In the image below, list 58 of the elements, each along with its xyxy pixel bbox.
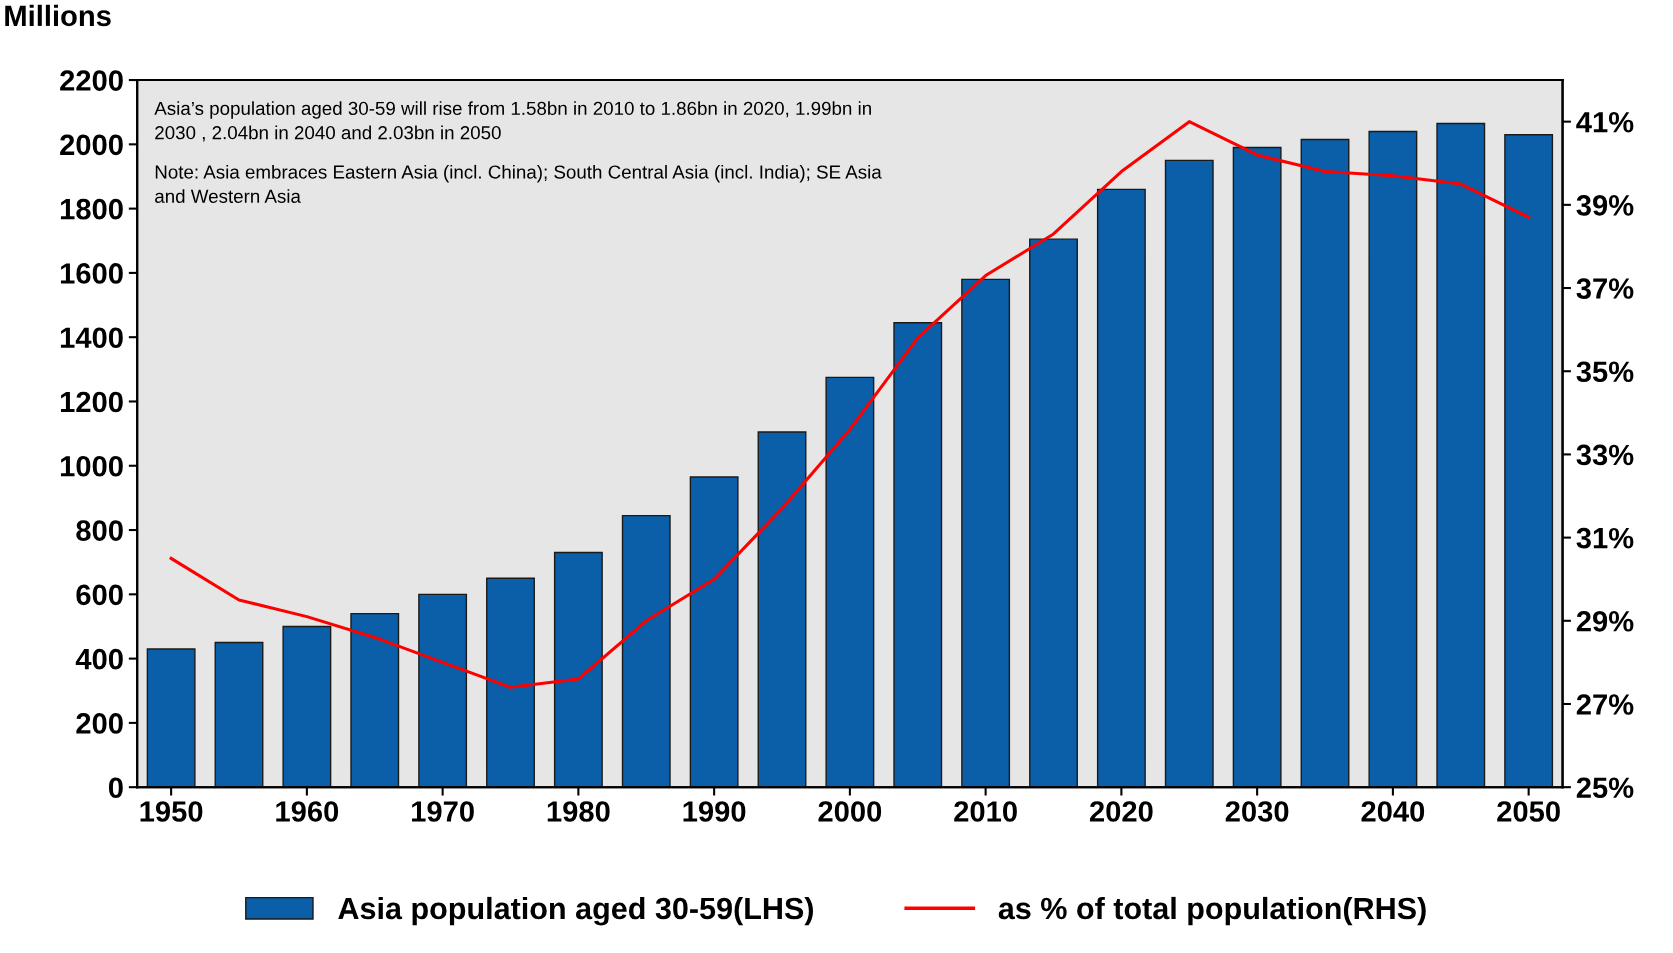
x-tick-label: 2020 — [1089, 801, 1153, 822]
bar — [893, 322, 943, 788]
legend-label: as % of total population(RHS) — [998, 896, 1426, 926]
x-tick-label: 2050 — [1497, 801, 1560, 822]
bar — [350, 612, 400, 788]
bar — [1300, 138, 1350, 788]
y-tick-label: 1800 — [60, 198, 123, 220]
y2-tick-label: 25% — [1576, 777, 1634, 799]
y-tick-label: 400 — [75, 648, 123, 670]
annotation: Asia’s population aged 30-59 will rise from 1.58bn in 2010 to 1.86bn in 2020, 1.99bn in 2030 , 2.04bn in 2040 and 2.03bn in 2050 — [154, 101, 871, 142]
bar — [689, 476, 739, 788]
bar — [146, 648, 196, 788]
y2-tick-label: 29% — [1576, 611, 1634, 632]
annotation: Note: Asia embraces Eastern Asia (incl. China); South Central Asia (incl. India); SE Asia and Western Asia — [155, 164, 882, 203]
bar — [1096, 188, 1146, 788]
y-tick-label: 200 — [76, 713, 123, 734]
y2-tick-label: 41% — [1576, 111, 1634, 133]
bar — [825, 376, 875, 788]
y-tick-label: 2200 — [60, 70, 123, 91]
bar — [214, 641, 264, 788]
bar — [757, 431, 807, 788]
y-tick-label: 2000 — [60, 134, 123, 156]
y2-tick-label: 27% — [1576, 694, 1634, 715]
legend-label: Asia population aged 30-59(LHS) — [338, 896, 813, 926]
bar — [553, 551, 603, 788]
bar — [486, 577, 535, 788]
x-tick-label: 1970 — [412, 801, 474, 822]
bar — [1164, 159, 1214, 788]
x-tick-label: 2010 — [954, 801, 1017, 822]
y-tick-label: 800 — [76, 520, 123, 541]
y-tick-label: 0 — [108, 777, 123, 799]
bar — [1232, 146, 1282, 788]
bar — [621, 514, 671, 788]
x-tick-label: 2040 — [1361, 801, 1425, 822]
y2-tick-label: 35% — [1576, 361, 1634, 383]
x-tick-label: 1980 — [547, 801, 610, 822]
x-tick-label: 1960 — [276, 801, 339, 822]
bar — [1029, 238, 1078, 788]
y-tick-label: 1000 — [60, 455, 123, 477]
y2-tick-label: 37% — [1576, 278, 1634, 299]
y2-tick-label: 33% — [1576, 444, 1634, 466]
bar — [282, 625, 332, 788]
bar — [1368, 130, 1418, 788]
bar — [418, 593, 468, 788]
x-tick-label: 2030 — [1225, 801, 1289, 822]
x-tick-label: 2000 — [818, 801, 882, 822]
y-tick-label: 600 — [76, 584, 123, 606]
y-axis-title: Millions — [5, 4, 111, 27]
y-tick-label: 1400 — [60, 327, 123, 349]
bar — [961, 278, 1011, 788]
y2-tick-label: 31% — [1576, 527, 1634, 549]
x-tick-label: 1950 — [140, 801, 203, 822]
bar — [1436, 122, 1486, 788]
x-tick-label: 1990 — [683, 801, 746, 822]
y2-tick-label: 39% — [1576, 195, 1634, 216]
y-tick-label: 1600 — [60, 263, 123, 284]
bar — [1504, 133, 1554, 788]
y-tick-label: 1200 — [60, 391, 123, 413]
